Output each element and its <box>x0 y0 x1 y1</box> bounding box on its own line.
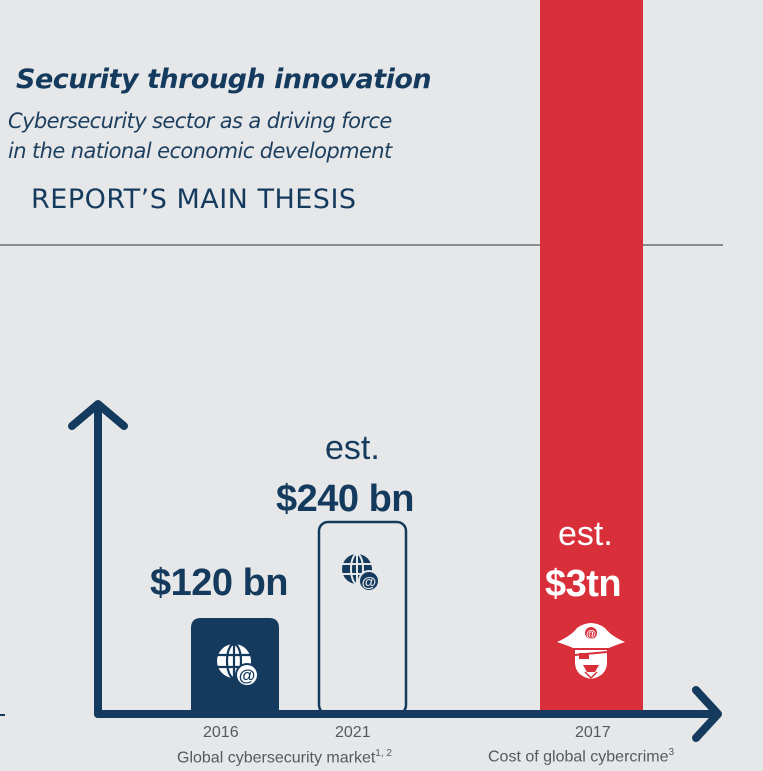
bar-2017-estimate-label: est. <box>558 515 613 553</box>
bar-2021-value-label: $240 bn <box>276 478 415 520</box>
bar-2021 <box>317 520 408 716</box>
group-caption-market-text: Global cybersecurity market <box>177 749 376 767</box>
globe-at-icon: @ <box>342 553 380 592</box>
group-caption-cybercrime: Cost of global cybercrime3 <box>488 747 674 766</box>
bar-2016-value-label: $120 bn <box>150 562 289 604</box>
y-axis-arrowhead <box>68 400 128 430</box>
header-divider <box>0 244 723 246</box>
x-tick-label-2016: 2016 <box>203 724 239 741</box>
subtitle-line-1: Cybersecurity sector as a driving force <box>8 109 392 133</box>
group-caption-market: Global cybersecurity market1, 2 <box>177 748 392 767</box>
globe-at-icon: @ <box>217 642 259 687</box>
x-tick-label-2017: 2017 <box>575 724 611 741</box>
pirate-icon: @ <box>557 623 625 680</box>
subtitle: Cybersecurity sector as a driving force … <box>8 106 392 166</box>
report-thesis-heading: REPORT’S MAIN THESIS <box>31 184 357 215</box>
svg-text:@: @ <box>586 629 596 640</box>
subtitle-line-2: in the national economic development <box>8 139 392 163</box>
group-caption-cybercrime-footnote: 3 <box>668 747 675 758</box>
x-tick-label-2021: 2021 <box>335 724 371 741</box>
group-caption-market-footnote: 1, 2 <box>375 748 392 759</box>
left-edge-mark <box>0 714 5 716</box>
bar-2021-estimate-label: est. <box>325 429 380 467</box>
x-axis-arrowhead <box>692 686 722 742</box>
page-title: Security through innovation <box>16 64 432 95</box>
bar-2017-value-label: $3tn <box>545 563 622 605</box>
svg-text:@: @ <box>362 574 377 591</box>
group-caption-cybercrime-text: Cost of global cybercrime <box>488 748 669 766</box>
svg-text:@: @ <box>239 666 256 685</box>
bar-2017 <box>540 0 643 714</box>
